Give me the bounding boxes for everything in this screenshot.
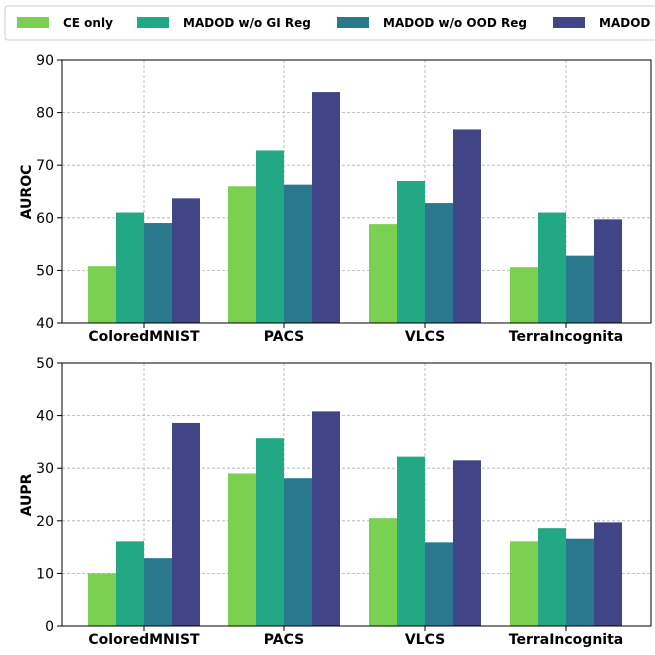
x-category-label: ColoredMNIST bbox=[88, 632, 200, 648]
x-category-label: VLCS bbox=[405, 329, 445, 345]
x-category-label: ColoredMNIST bbox=[88, 329, 200, 345]
plot-frame bbox=[61, 362, 652, 627]
chart-panels: 40 50 60 70 80 90 ColoredMNIST PACS VLCS TerraInc… bbox=[19, 53, 652, 648]
legend-label: CE only bbox=[63, 16, 113, 30]
bar-aupr-vlcs-s3 bbox=[453, 460, 481, 626]
bar-aupr-terraincognita-s2 bbox=[566, 538, 594, 626]
chart-panel-aupr: 0 10 20 30 40 50 ColoredMNIST PACS VLCS TerraInco… bbox=[19, 356, 652, 648]
bar-auroc-vlcs-s3 bbox=[453, 129, 481, 323]
bar-auroc-terraincognita-s2 bbox=[566, 255, 594, 323]
bar-auroc-pacs-s3 bbox=[312, 92, 340, 323]
y-tick-label: 20 bbox=[36, 514, 54, 530]
y-tick-label: 30 bbox=[36, 461, 54, 477]
legend-swatch bbox=[553, 17, 585, 28]
y-tick-label: 50 bbox=[36, 263, 54, 279]
legend-label: MADOD w/o OOD Reg bbox=[383, 16, 527, 30]
bar-aupr-pacs-s3 bbox=[312, 411, 340, 626]
y-tick-label: 10 bbox=[36, 566, 54, 582]
legend-label: MADOD w/o GI Reg bbox=[183, 16, 311, 30]
y-tick-label: 0 bbox=[45, 619, 54, 635]
x-category-label: VLCS bbox=[405, 632, 445, 648]
chart-panel-auroc: 40 50 60 70 80 90 ColoredMNIST PACS VLCS TerraInc… bbox=[19, 53, 652, 345]
bar-auroc-vlcs-s1 bbox=[397, 180, 425, 323]
bar-auroc-coloredmnist-s3 bbox=[172, 198, 200, 323]
bar-auroc-pacs-s0 bbox=[228, 186, 256, 323]
bar-aupr-vlcs-s0 bbox=[369, 518, 397, 626]
bar-auroc-pacs-s1 bbox=[256, 150, 284, 323]
bar-auroc-pacs-s2 bbox=[284, 184, 312, 323]
legend-swatch bbox=[337, 17, 369, 28]
y-tick-label: 60 bbox=[36, 211, 54, 227]
bar-aupr-pacs-s0 bbox=[228, 473, 256, 626]
y-tick-label: 50 bbox=[36, 356, 54, 372]
x-category-label: PACS bbox=[264, 329, 304, 345]
x-category-label: TerraIncognita bbox=[509, 632, 623, 648]
bar-auroc-terraincognita-s3 bbox=[594, 219, 622, 323]
bar-aupr-vlcs-s2 bbox=[425, 542, 453, 626]
bar-auroc-coloredmnist-s2 bbox=[144, 223, 172, 323]
bar-aupr-coloredmnist-s2 bbox=[144, 558, 172, 626]
y-axis-label: AUPR bbox=[19, 473, 35, 516]
y-tick-label: 70 bbox=[36, 158, 54, 174]
bar-aupr-coloredmnist-s0 bbox=[88, 573, 116, 626]
bar-aupr-pacs-s2 bbox=[284, 478, 312, 626]
bar-aupr-terraincognita-s0 bbox=[510, 541, 538, 626]
bar-aupr-vlcs-s1 bbox=[397, 456, 425, 626]
y-tick-label: 40 bbox=[36, 409, 54, 425]
bar-auroc-coloredmnist-s1 bbox=[116, 212, 144, 323]
y-axis-label: AUROC bbox=[19, 165, 35, 220]
bar-aupr-coloredmnist-s1 bbox=[116, 541, 144, 626]
bar-auroc-vlcs-s2 bbox=[425, 203, 453, 323]
bar-auroc-terraincognita-s1 bbox=[538, 212, 566, 323]
legend-label: MADOD bbox=[599, 16, 650, 30]
bar-auroc-terraincognita-s0 bbox=[510, 267, 538, 323]
legend: CE only MADOD w/o GI Reg MADOD w/o OOD Reg… bbox=[4, 5, 655, 41]
y-tick-label: 80 bbox=[36, 106, 54, 122]
bar-aupr-terraincognita-s3 bbox=[594, 522, 622, 626]
plot-frame bbox=[61, 59, 652, 324]
legend-frame bbox=[4, 5, 655, 41]
bar-aupr-pacs-s1 bbox=[256, 438, 284, 626]
x-category-label: PACS bbox=[264, 632, 304, 648]
y-tick-label: 40 bbox=[36, 316, 54, 332]
bar-aupr-coloredmnist-s3 bbox=[172, 422, 200, 626]
y-tick-label: 90 bbox=[36, 53, 54, 69]
bar-aupr-terraincognita-s1 bbox=[538, 528, 566, 626]
legend-swatch bbox=[17, 17, 49, 28]
x-category-label: TerraIncognita bbox=[509, 329, 623, 345]
bar-auroc-coloredmnist-s0 bbox=[88, 266, 116, 323]
bar-auroc-vlcs-s0 bbox=[369, 224, 397, 323]
legend-swatch bbox=[137, 17, 169, 28]
